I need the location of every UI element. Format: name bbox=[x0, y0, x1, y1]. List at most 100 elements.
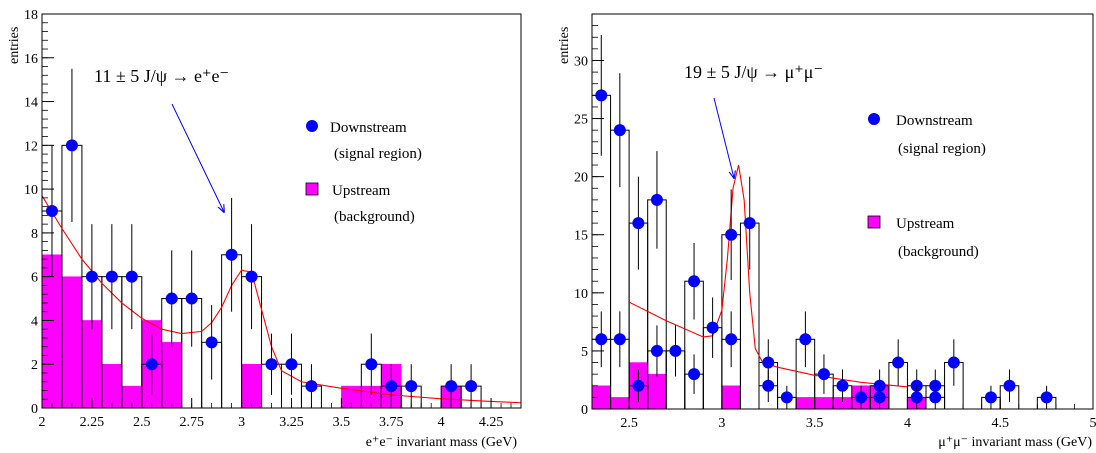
right-background-bar bbox=[721, 385, 741, 410]
left-legend-downstream-marker bbox=[306, 120, 318, 132]
left-data-point bbox=[245, 270, 258, 283]
right-legend-downstream-sub: (signal region) bbox=[898, 141, 986, 157]
right-legend-upstream: Upstream bbox=[896, 216, 955, 232]
right-y-tick-label: 5 bbox=[581, 345, 588, 360]
left-y-tick-label: 4 bbox=[31, 314, 38, 329]
right-legend-downstream: Downstream bbox=[896, 113, 973, 129]
right-data-point bbox=[650, 344, 663, 357]
left-background-bar bbox=[61, 276, 83, 409]
right-background-bar bbox=[814, 397, 834, 410]
left-data-point bbox=[185, 292, 198, 305]
left-x-tick-label: 2.5 bbox=[133, 415, 151, 430]
left-data-point bbox=[205, 336, 218, 349]
left-data-point bbox=[125, 270, 138, 283]
right-y-tick-label: 0 bbox=[581, 403, 588, 418]
right-data-point bbox=[873, 391, 886, 404]
left-background-bar bbox=[41, 254, 63, 409]
left-legend-downstream-sub: (signal region) bbox=[334, 146, 422, 162]
right-data-point bbox=[762, 379, 775, 392]
left-x-tick-label: 3.25 bbox=[279, 415, 304, 430]
right-background-bar bbox=[795, 397, 815, 410]
left-data-point bbox=[45, 205, 58, 217]
right-data-point bbox=[799, 333, 812, 346]
right-legend: Downstream (signal region) Upstream (bac… bbox=[867, 113, 986, 260]
left-data-point bbox=[385, 380, 398, 393]
left-data-point bbox=[365, 358, 378, 371]
right-data-point bbox=[613, 333, 626, 346]
right-data-point bbox=[1040, 391, 1053, 404]
left-y-tick-label: 10 bbox=[24, 183, 38, 198]
left-background-bar bbox=[161, 342, 182, 409]
right-data-point bbox=[650, 193, 663, 206]
left-x-tick-label: 2.75 bbox=[179, 415, 204, 430]
right-annotation-arrow bbox=[713, 97, 734, 178]
left-y-tick-label: 8 bbox=[31, 227, 38, 242]
left-panel: 2 2.25 2.5 2.75 3 3.25 3.5 3.75 4 4.2502468101214… bbox=[7, 8, 522, 450]
left-legend-upstream-marker bbox=[305, 182, 319, 196]
left-y-tick-label: 14 bbox=[24, 96, 38, 111]
right-data-point bbox=[910, 391, 923, 404]
left-data-point bbox=[465, 380, 478, 393]
right-data-point bbox=[780, 391, 793, 404]
right-background-bar bbox=[610, 397, 630, 410]
left-data-point bbox=[225, 248, 238, 261]
right-x-tick-label: 3.5 bbox=[806, 416, 824, 431]
right-data-point bbox=[613, 124, 626, 137]
right-signal-points bbox=[595, 34, 1053, 409]
right-axis-ticks: 2.5 3 3.5 4 4.5 5 0 5 10 15 20 25 30 bbox=[574, 13, 1096, 431]
right-legend-upstream-sub: (background) bbox=[898, 244, 979, 260]
left-x-tick-label: 2.25 bbox=[80, 415, 105, 430]
left-x-tick-label: 4 bbox=[438, 415, 445, 430]
left-x-axis-label: e⁺e⁻ invariant mass (GeV) bbox=[366, 435, 518, 450]
right-data-point bbox=[688, 368, 701, 381]
left-y-tick-label: 16 bbox=[24, 52, 38, 67]
left-x-tick-label: 3.75 bbox=[379, 415, 404, 430]
right-data-point bbox=[669, 344, 682, 357]
right-x-tick-label: 2.5 bbox=[620, 416, 638, 431]
right-y-tick-label: 20 bbox=[574, 171, 588, 186]
left-y-tick-label: 0 bbox=[31, 402, 38, 417]
left-data-point bbox=[445, 380, 458, 393]
right-data-point bbox=[595, 89, 608, 102]
right-y-axis-label: entries bbox=[557, 27, 572, 64]
left-legend-downstream: Downstream bbox=[330, 120, 407, 136]
left-y-tick-label: 18 bbox=[24, 8, 38, 23]
right-x-axis-label: μ⁺μ⁻ invariant mass (GeV) bbox=[938, 435, 1092, 450]
left-y-axis-label: entries bbox=[7, 27, 22, 64]
left-background-bar bbox=[81, 320, 103, 409]
left-background-bar bbox=[241, 363, 262, 409]
right-data-point bbox=[595, 333, 608, 346]
right-data-point bbox=[947, 356, 960, 369]
right-data-point bbox=[892, 356, 905, 369]
left-data-point bbox=[285, 358, 298, 371]
left-data-point bbox=[405, 380, 418, 393]
left-y-tick-label: 2 bbox=[31, 358, 38, 373]
right-data-point bbox=[725, 228, 738, 241]
left-data-point bbox=[265, 358, 278, 371]
left-data-point bbox=[165, 292, 178, 305]
right-y-tick-label: 10 bbox=[574, 287, 588, 302]
right-y-tick-label: 25 bbox=[574, 113, 588, 128]
left-x-tick-label: 3.5 bbox=[333, 415, 351, 430]
right-data-point bbox=[632, 217, 645, 230]
right-y-tick-label: 15 bbox=[574, 229, 588, 244]
right-data-point bbox=[762, 356, 775, 369]
right-x-tick-label: 3 bbox=[718, 416, 725, 431]
right-data-point bbox=[632, 379, 645, 392]
left-data-point bbox=[65, 139, 78, 152]
right-data-point bbox=[929, 391, 942, 404]
right-data-point bbox=[984, 391, 997, 404]
right-data-point bbox=[743, 217, 756, 230]
right-annotation: 19 ± 5 J/ψ → μ⁺μ⁻ bbox=[684, 62, 823, 82]
left-legend: Downstream (signal region) Upstream (bac… bbox=[305, 120, 422, 225]
left-data-point bbox=[305, 380, 318, 393]
right-data-point bbox=[836, 379, 849, 392]
right-data-point bbox=[817, 368, 830, 381]
left-x-tick-label: 2 bbox=[39, 415, 46, 430]
left-y-tick-label: 6 bbox=[31, 271, 38, 286]
left-annotation: 11 ± 5 J/ψ → e⁺e⁻ bbox=[94, 66, 229, 86]
right-panel: 2.5 3 3.5 4 4.5 5 0 5 10 15 20 25 30 entries μ⁺μ⁻ in… bbox=[557, 13, 1096, 450]
right-background-bar bbox=[647, 373, 667, 410]
